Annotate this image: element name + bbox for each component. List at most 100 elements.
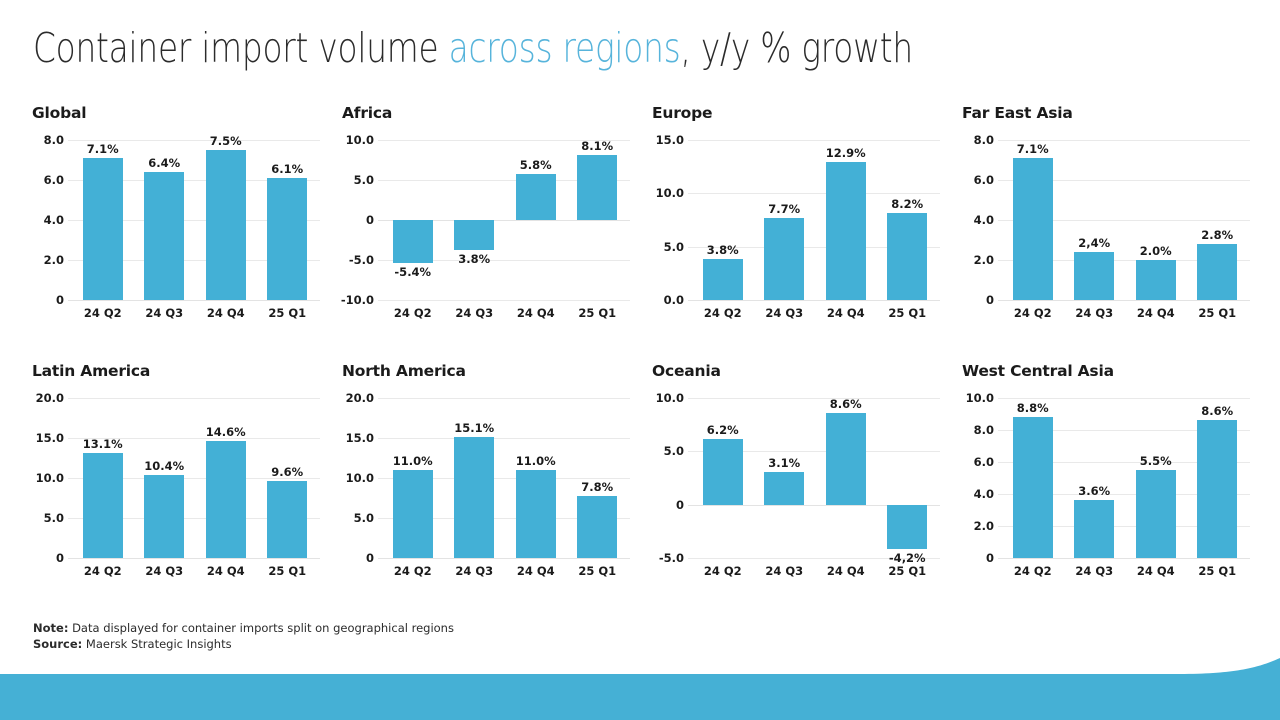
gridline [998, 260, 1250, 261]
gridline [378, 518, 630, 519]
bar[interactable] [144, 474, 185, 558]
bar-value-label: 5.8% [519, 157, 552, 172]
bar-value-label: 8.6% [829, 396, 862, 411]
bar-slot: 13.1% [81, 398, 125, 558]
gridline [688, 246, 940, 248]
bar[interactable] [887, 212, 928, 300]
gridlines [688, 140, 940, 301]
x-axis-tick-label: 25 Q1 [268, 306, 307, 320]
y-axis-tick-label: 5.0 [43, 511, 64, 525]
bar-value-label: 3.1% [768, 455, 801, 470]
x-axis-tick-label: 24 Q2 [393, 306, 432, 320]
x-axis-tick-label: 24 Q3 [765, 306, 804, 320]
x-axis-tick-label: 24 Q4 [1136, 306, 1175, 320]
y-axis-tick-label: 2.0 [973, 519, 994, 533]
bar-slot: 3.8% [452, 140, 496, 300]
gridline [378, 180, 630, 181]
y-axis-tick-label: 8.0 [43, 133, 64, 147]
bar[interactable] [1197, 420, 1238, 558]
bar-slot: 5.5% [1134, 398, 1178, 558]
bar[interactable] [577, 495, 618, 558]
bar-value-label: 2.8% [1201, 228, 1234, 242]
gridline [68, 260, 320, 261]
y-axis-tick-label: 0 [365, 551, 374, 565]
y-axis-tick-label: 5.0 [353, 511, 374, 525]
page-title: Container import volume across regions, … [33, 24, 913, 72]
bar[interactable] [1135, 260, 1176, 300]
bar-value-label: 7.1% [86, 142, 119, 156]
bar-series: 11.0% 15.1% 11.0% 7.8% [382, 398, 628, 558]
bar[interactable] [1012, 158, 1053, 300]
bar[interactable] [825, 412, 866, 505]
gridlines [998, 398, 1250, 559]
y-axis-tick-label: 8.0 [973, 133, 994, 147]
plot-area: 0 2.0 4.0 6.0 8.0 10.0 8.8% 3.6% 5.5% 8.6% [954, 391, 1254, 565]
bar-slot: 8.6% [824, 396, 868, 558]
bar[interactable] [144, 172, 185, 300]
plot-area: 0.0 5.0 10.0 15.0 3.8% 7.7% 12.9% 8.2% [644, 133, 944, 307]
gridline [68, 220, 320, 221]
bar[interactable] [82, 158, 123, 300]
bar[interactable] [1074, 500, 1115, 558]
y-axis: -5.0 0 5.0 10.0 [644, 391, 688, 565]
gridlines [68, 398, 320, 559]
bar[interactable] [454, 220, 495, 251]
bar-value-label: 3.8% [458, 252, 491, 267]
footnote-source-label: Source: [33, 637, 83, 651]
bar[interactable] [764, 471, 805, 505]
plot-area: 0 2.0 4.0 6.0 8.0 7.1% 2,4% 2.0% 2.8% [954, 133, 1254, 307]
bar[interactable] [392, 470, 433, 558]
x-axis-tick-label: 24 Q2 [703, 564, 742, 578]
gridline [998, 300, 1250, 301]
bar-value-label: 6.1% [271, 162, 304, 176]
bar[interactable] [515, 173, 556, 220]
chart-panel-latin-america: Latin America 0 5.0 10.0 15.0 20.0 13.1% 10.4% 1… [24, 362, 324, 620]
bar-slot: 2.8% [1195, 140, 1239, 300]
bar[interactable] [887, 504, 928, 550]
bar[interactable] [82, 453, 123, 558]
x-axis-tick-label: 24 Q4 [516, 564, 555, 578]
x-axis-tick-label: 24 Q2 [393, 564, 432, 578]
gridline [688, 398, 940, 399]
y-axis-tick-label: 10.0 [345, 471, 374, 485]
bar[interactable] [205, 150, 246, 300]
bar-slot: 10.4% [142, 398, 186, 558]
bar[interactable] [1135, 470, 1176, 558]
gridline [68, 140, 320, 141]
gridline [998, 526, 1250, 527]
bar[interactable] [825, 162, 866, 300]
x-axis-tick-label: 25 Q1 [1198, 306, 1237, 320]
bar-slot: -5.4% [391, 140, 435, 300]
bar[interactable] [1197, 244, 1238, 300]
y-axis-tick-label: 0 [55, 551, 64, 565]
bar[interactable] [702, 259, 743, 300]
x-axis-tick-label: 24 Q2 [1013, 306, 1052, 320]
gridline [378, 558, 630, 559]
bar[interactable] [205, 441, 246, 558]
gridline [68, 518, 320, 519]
x-axis: 24 Q2 24 Q3 24 Q4 25 Q1 [72, 306, 318, 320]
bar[interactable] [267, 178, 308, 300]
y-axis-tick-label: 6.0 [973, 455, 994, 469]
bar[interactable] [267, 481, 308, 558]
y-axis-tick-label: 6.0 [43, 173, 64, 187]
bar[interactable] [1012, 417, 1053, 558]
x-axis-tick-label: 24 Q4 [516, 306, 555, 320]
bar-value-label: 8.8% [1016, 401, 1049, 416]
y-axis-tick-label: 20.0 [35, 391, 64, 405]
bar[interactable] [392, 220, 433, 264]
page-title-part2: , y/y % growth [680, 24, 914, 72]
bar[interactable] [454, 437, 495, 558]
bar[interactable] [764, 217, 805, 300]
gridline [998, 180, 1250, 181]
bar-series: 8.8% 3.6% 5.5% 8.6% [1002, 398, 1248, 558]
chart-panel-africa: Africa -10.0 -5.0 0 5.0 10.0 -5.4% 3.8% 5.8% 8.1%… [334, 104, 634, 362]
x-axis-tick-label: 24 Q4 [1136, 564, 1175, 578]
footnote: Note: Data displayed for container impor… [33, 620, 454, 652]
bar[interactable] [702, 438, 743, 505]
bar-series: 7.1% 6.4% 7.5% 6.1% [72, 134, 318, 300]
bar[interactable] [1074, 252, 1115, 300]
bar[interactable] [577, 155, 618, 220]
x-axis-tick-label: 25 Q1 [578, 564, 617, 578]
bar[interactable] [515, 470, 556, 558]
